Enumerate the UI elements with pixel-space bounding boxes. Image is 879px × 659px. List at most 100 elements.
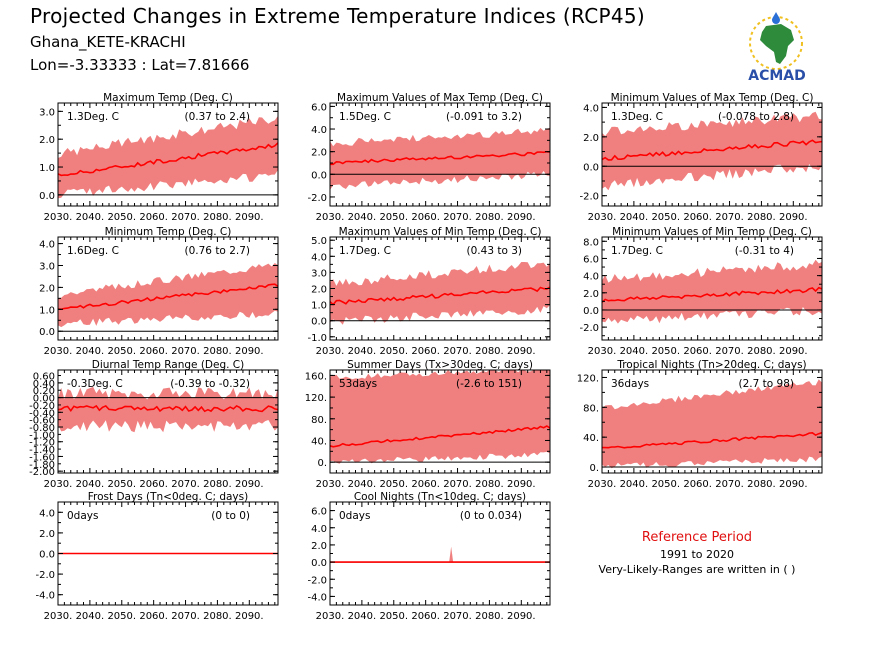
range-value: (0.43 to 3) — [467, 245, 522, 257]
y-tick-label: 0.0 — [311, 317, 327, 328]
x-tick-label: 2040. — [348, 479, 377, 490]
range-value: (-0.091 to 3.2) — [446, 111, 522, 123]
y-tick-label: 40. — [311, 436, 327, 447]
range-value: (0.37 to 2.4) — [185, 111, 251, 123]
x-tick-label: 2090. — [507, 346, 536, 357]
chart-title: Maximum Values of Max Temp (Deg. C) — [337, 92, 543, 104]
y-tick-label: 1.0 — [311, 301, 327, 312]
y-tick-label: -0.80 — [29, 423, 55, 434]
y-tick-label: -1.60 — [29, 452, 55, 463]
chart-panel: -2.0 0.0 2.0 4.0 6.0 2030. 2040. 2050. 2060. 2070… — [307, 92, 551, 223]
y-tick-label: 6.0 — [311, 102, 327, 113]
chart-title: Minimum Values of Min Temp (Deg. C) — [612, 226, 812, 238]
uncertainty-band — [58, 115, 278, 199]
chart-title: Minimum Values of Max Temp (Deg. C) — [611, 92, 814, 104]
x-tick-label: 2060. — [139, 479, 168, 490]
uncertainty-band — [602, 259, 822, 324]
range-value: (0.76 to 2.7) — [185, 245, 251, 257]
change-value: 1.7Deg. C — [611, 245, 663, 257]
y-tick-label: 1.0 — [39, 163, 55, 174]
x-tick-label: 2080. — [747, 479, 776, 490]
y-tick-label: 0.20 — [33, 386, 55, 397]
x-tick-label: 2080. — [203, 212, 232, 223]
x-tick-label: 2060. — [139, 212, 168, 223]
x-tick-label: 2030. — [588, 479, 617, 490]
x-tick-label: 2050. — [651, 479, 680, 490]
x-tick-label: 2030. — [44, 611, 73, 622]
x-tick-label: 2080. — [475, 611, 504, 622]
chart-title: Minimum Temp (Deg. C) — [105, 226, 232, 238]
chart-panel: -1.0 0.0 1.0 2.0 3.0 4.0 5.0 2030. 2040. 2050. 206… — [307, 226, 551, 357]
africa-map-logo-icon: ACMAD — [748, 12, 806, 84]
y-tick-label: -1.20 — [29, 438, 55, 449]
y-tick-label: -4.0 — [307, 592, 327, 603]
change-value: 0days — [339, 510, 370, 522]
y-tick-label: 80. — [583, 403, 599, 414]
y-tick-label: 6.0 — [311, 507, 327, 518]
y-tick-label: -2.0 — [307, 193, 327, 204]
x-tick-label: 2070. — [171, 212, 200, 223]
y-tick-label: 0.0 — [583, 162, 599, 173]
x-tick-label: 2040. — [348, 346, 377, 357]
y-tick-label: 2.0 — [311, 285, 327, 296]
y-tick-label: 4.0 — [583, 272, 599, 283]
x-tick-label: 2090. — [235, 212, 264, 223]
x-tick-label: 2070. — [171, 346, 200, 357]
y-tick-label: -1.40 — [29, 445, 55, 456]
y-tick-label: 4.0 — [583, 103, 599, 114]
median-line — [329, 286, 551, 306]
chart-title: Frost Days (Tn<0deg. C; days) — [88, 491, 248, 503]
y-tick-label: 2.0 — [583, 133, 599, 144]
x-tick-label: 2080. — [203, 611, 232, 622]
x-tick-label: 2080. — [747, 212, 776, 223]
chart-panel: 0. 40. 80. 120. 2030. 2040. 2050. 2060. 2070. 208… — [577, 359, 823, 490]
y-tick-label: 0.0 — [311, 170, 327, 181]
y-tick-label: -2.0 — [579, 192, 599, 203]
x-tick-label: 2030. — [44, 479, 73, 490]
y-tick-label: 1.0 — [39, 305, 55, 316]
chart-title: Diurnal Temp Range (Deg. C) — [92, 359, 244, 371]
y-tick-label: 0.40 — [33, 379, 55, 390]
y-tick-label: -2.0 — [35, 570, 55, 581]
x-tick-label: 2050. — [107, 346, 136, 357]
y-tick-label: 4.0 — [311, 524, 327, 535]
median-line — [601, 139, 823, 161]
station-name: Ghana_KETE-KRACHI — [30, 33, 186, 51]
x-tick-label: 2040. — [348, 212, 377, 223]
y-tick-label: 120. — [577, 373, 599, 384]
change-value: 53days — [339, 378, 377, 390]
x-tick-label: 2080. — [203, 479, 232, 490]
y-tick-label: -1.0 — [307, 333, 327, 344]
reference-period-title: Reference Period — [641, 530, 753, 545]
x-tick-label: 2040. — [76, 346, 105, 357]
y-tick-label: -0.60 — [29, 416, 55, 427]
x-tick-label: 2050. — [107, 212, 136, 223]
station-coordinates: Lon=-3.33333 : Lat=7.81666 — [30, 56, 250, 74]
x-tick-label: 2030. — [44, 212, 73, 223]
median-line — [602, 431, 823, 449]
x-tick-label: 2060. — [139, 611, 168, 622]
x-tick-label: 2070. — [171, 479, 200, 490]
acmad-logo: ACMAD — [736, 8, 818, 84]
y-tick-label: -4.0 — [35, 591, 55, 602]
median-line — [330, 150, 551, 166]
x-tick-label: 2030. — [588, 346, 617, 357]
median-line — [57, 142, 279, 177]
x-tick-label: 2040. — [76, 611, 105, 622]
x-tick-label: 2030. — [316, 212, 345, 223]
range-value: (2.7 to 98) — [739, 378, 794, 390]
chart-title: Tropical Nights (Tn>20deg. C; days) — [616, 359, 806, 371]
x-tick-label: 2060. — [411, 346, 440, 357]
x-tick-label: 2070. — [443, 479, 472, 490]
change-value: 1.7Deg. C — [339, 245, 391, 257]
uncertainty-band — [602, 379, 822, 469]
x-tick-label: 2060. — [139, 346, 168, 357]
x-tick-label: 2080. — [475, 346, 504, 357]
x-tick-label: 2090. — [507, 212, 536, 223]
x-tick-label: 2040. — [348, 611, 377, 622]
y-tick-label: 5.0 — [311, 236, 327, 247]
chart-panel: -2.00 -1.60 -1.20 -0.80 -0.40 0.00 0.400.60 0.2… — [29, 359, 279, 490]
change-value: 1.3Deg. C — [67, 111, 119, 123]
change-value: 36days — [611, 378, 649, 390]
